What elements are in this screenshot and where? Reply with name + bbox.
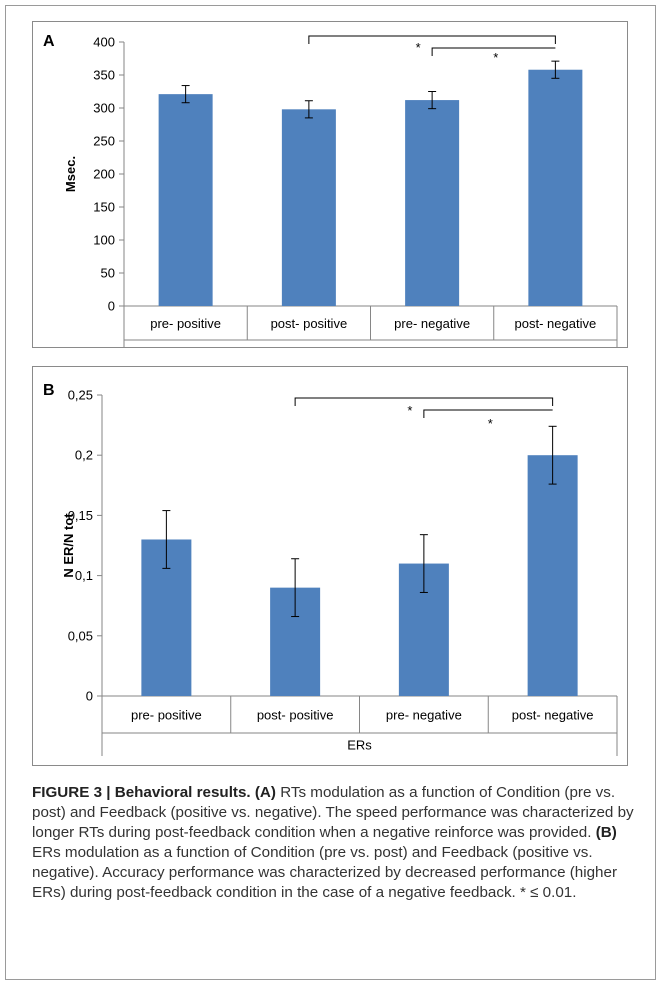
chart-a-y-tick-label: 100 <box>93 233 115 248</box>
chart-a-bar <box>528 69 583 306</box>
chart-b-category-label: post- negative <box>512 708 594 723</box>
figure-caption: FIGURE 3 | Behavioral results. (A) RTs m… <box>32 783 644 903</box>
chart-b-significance-bracket-inner <box>423 409 553 418</box>
chart-a-y-tick-label: 50 <box>101 266 115 281</box>
chart-b-category-label: pre- positive <box>131 708 202 723</box>
chart-b-y-tick-label: 0,2 <box>75 448 93 463</box>
caption-part-b-ref: (B) <box>595 824 617 841</box>
chart-a-y-tick-label: 200 <box>93 167 115 182</box>
chart-a-x-axis-label: RTs <box>359 344 382 347</box>
chart-a-panel-label: A <box>43 33 55 50</box>
chart-b-svg: B 0 0,05 0,1 0,15 0,2 0,25 N ER/N tot pre- posit… <box>43 382 618 756</box>
chart-panel-b: B 0 0,05 0,1 0,15 0,2 0,25 N ER/N tot pre- posit… <box>32 366 628 766</box>
chart-a-y-tick-label: 0 <box>108 299 115 314</box>
caption-figure-label: FIGURE 3 | Behavioral results. <box>32 784 251 801</box>
chart-b-x-axis-label: ERs <box>347 738 372 753</box>
chart-b-y-tick-label: 0,1 <box>75 568 93 583</box>
caption-part-a-text: RTs modulation as a function of Conditio… <box>32 784 634 841</box>
chart-b-significance-star: * <box>488 416 493 431</box>
chart-a-category-label: post- positive <box>271 316 348 331</box>
chart-b-y-tick-label: 0,25 <box>68 388 93 403</box>
chart-panel-a: A 0 50 100 150 200 250 300 350 400 Msec. pre- posit… <box>32 21 628 348</box>
chart-a-category-label: post- negative <box>515 316 597 331</box>
chart-a-y-tick-label: 400 <box>93 35 115 50</box>
chart-b-y-tick-label: 0,05 <box>68 628 93 643</box>
chart-b-y-tick-label: 0 <box>86 689 93 704</box>
chart-a-significance-star: * <box>416 40 421 55</box>
caption-part-b-text: ERs modulation as a function of Conditio… <box>32 844 618 901</box>
chart-a-category-label: pre- positive <box>150 316 221 331</box>
chart-a-category-label: pre- negative <box>394 316 470 331</box>
chart-a-y-tick-label: 300 <box>93 101 115 116</box>
chart-a-significance-bracket-inner <box>431 47 556 56</box>
chart-b-category-label: pre- negative <box>386 708 462 723</box>
figure-frame <box>5 5 656 980</box>
chart-a-svg: A 0 50 100 150 200 250 300 350 400 Msec. pre- posit… <box>43 33 618 347</box>
chart-b-y-tick-label: 0,15 <box>68 508 93 523</box>
chart-b-y-axis-label: N ER/N tot <box>61 513 76 578</box>
chart-b-significance-star: * <box>407 403 412 418</box>
chart-a-y-tick-label: 250 <box>93 134 115 149</box>
chart-a-bar <box>281 109 336 306</box>
chart-b-bar <box>527 455 578 696</box>
chart-a-y-tick-label: 350 <box>93 68 115 83</box>
chart-a-significance-bracket-outer <box>308 35 556 44</box>
chart-a-bar <box>405 100 460 306</box>
chart-a-y-axis-label: Msec. <box>63 156 78 192</box>
chart-b-category-label: post- positive <box>257 708 334 723</box>
chart-a-bar <box>158 94 213 306</box>
chart-a-significance-star: * <box>493 50 498 65</box>
caption-part-a-ref: (A) <box>254 784 276 801</box>
chart-b-significance-bracket-outer <box>294 397 554 406</box>
chart-a-y-tick-label: 150 <box>93 200 115 215</box>
chart-b-panel-label: B <box>43 382 55 399</box>
